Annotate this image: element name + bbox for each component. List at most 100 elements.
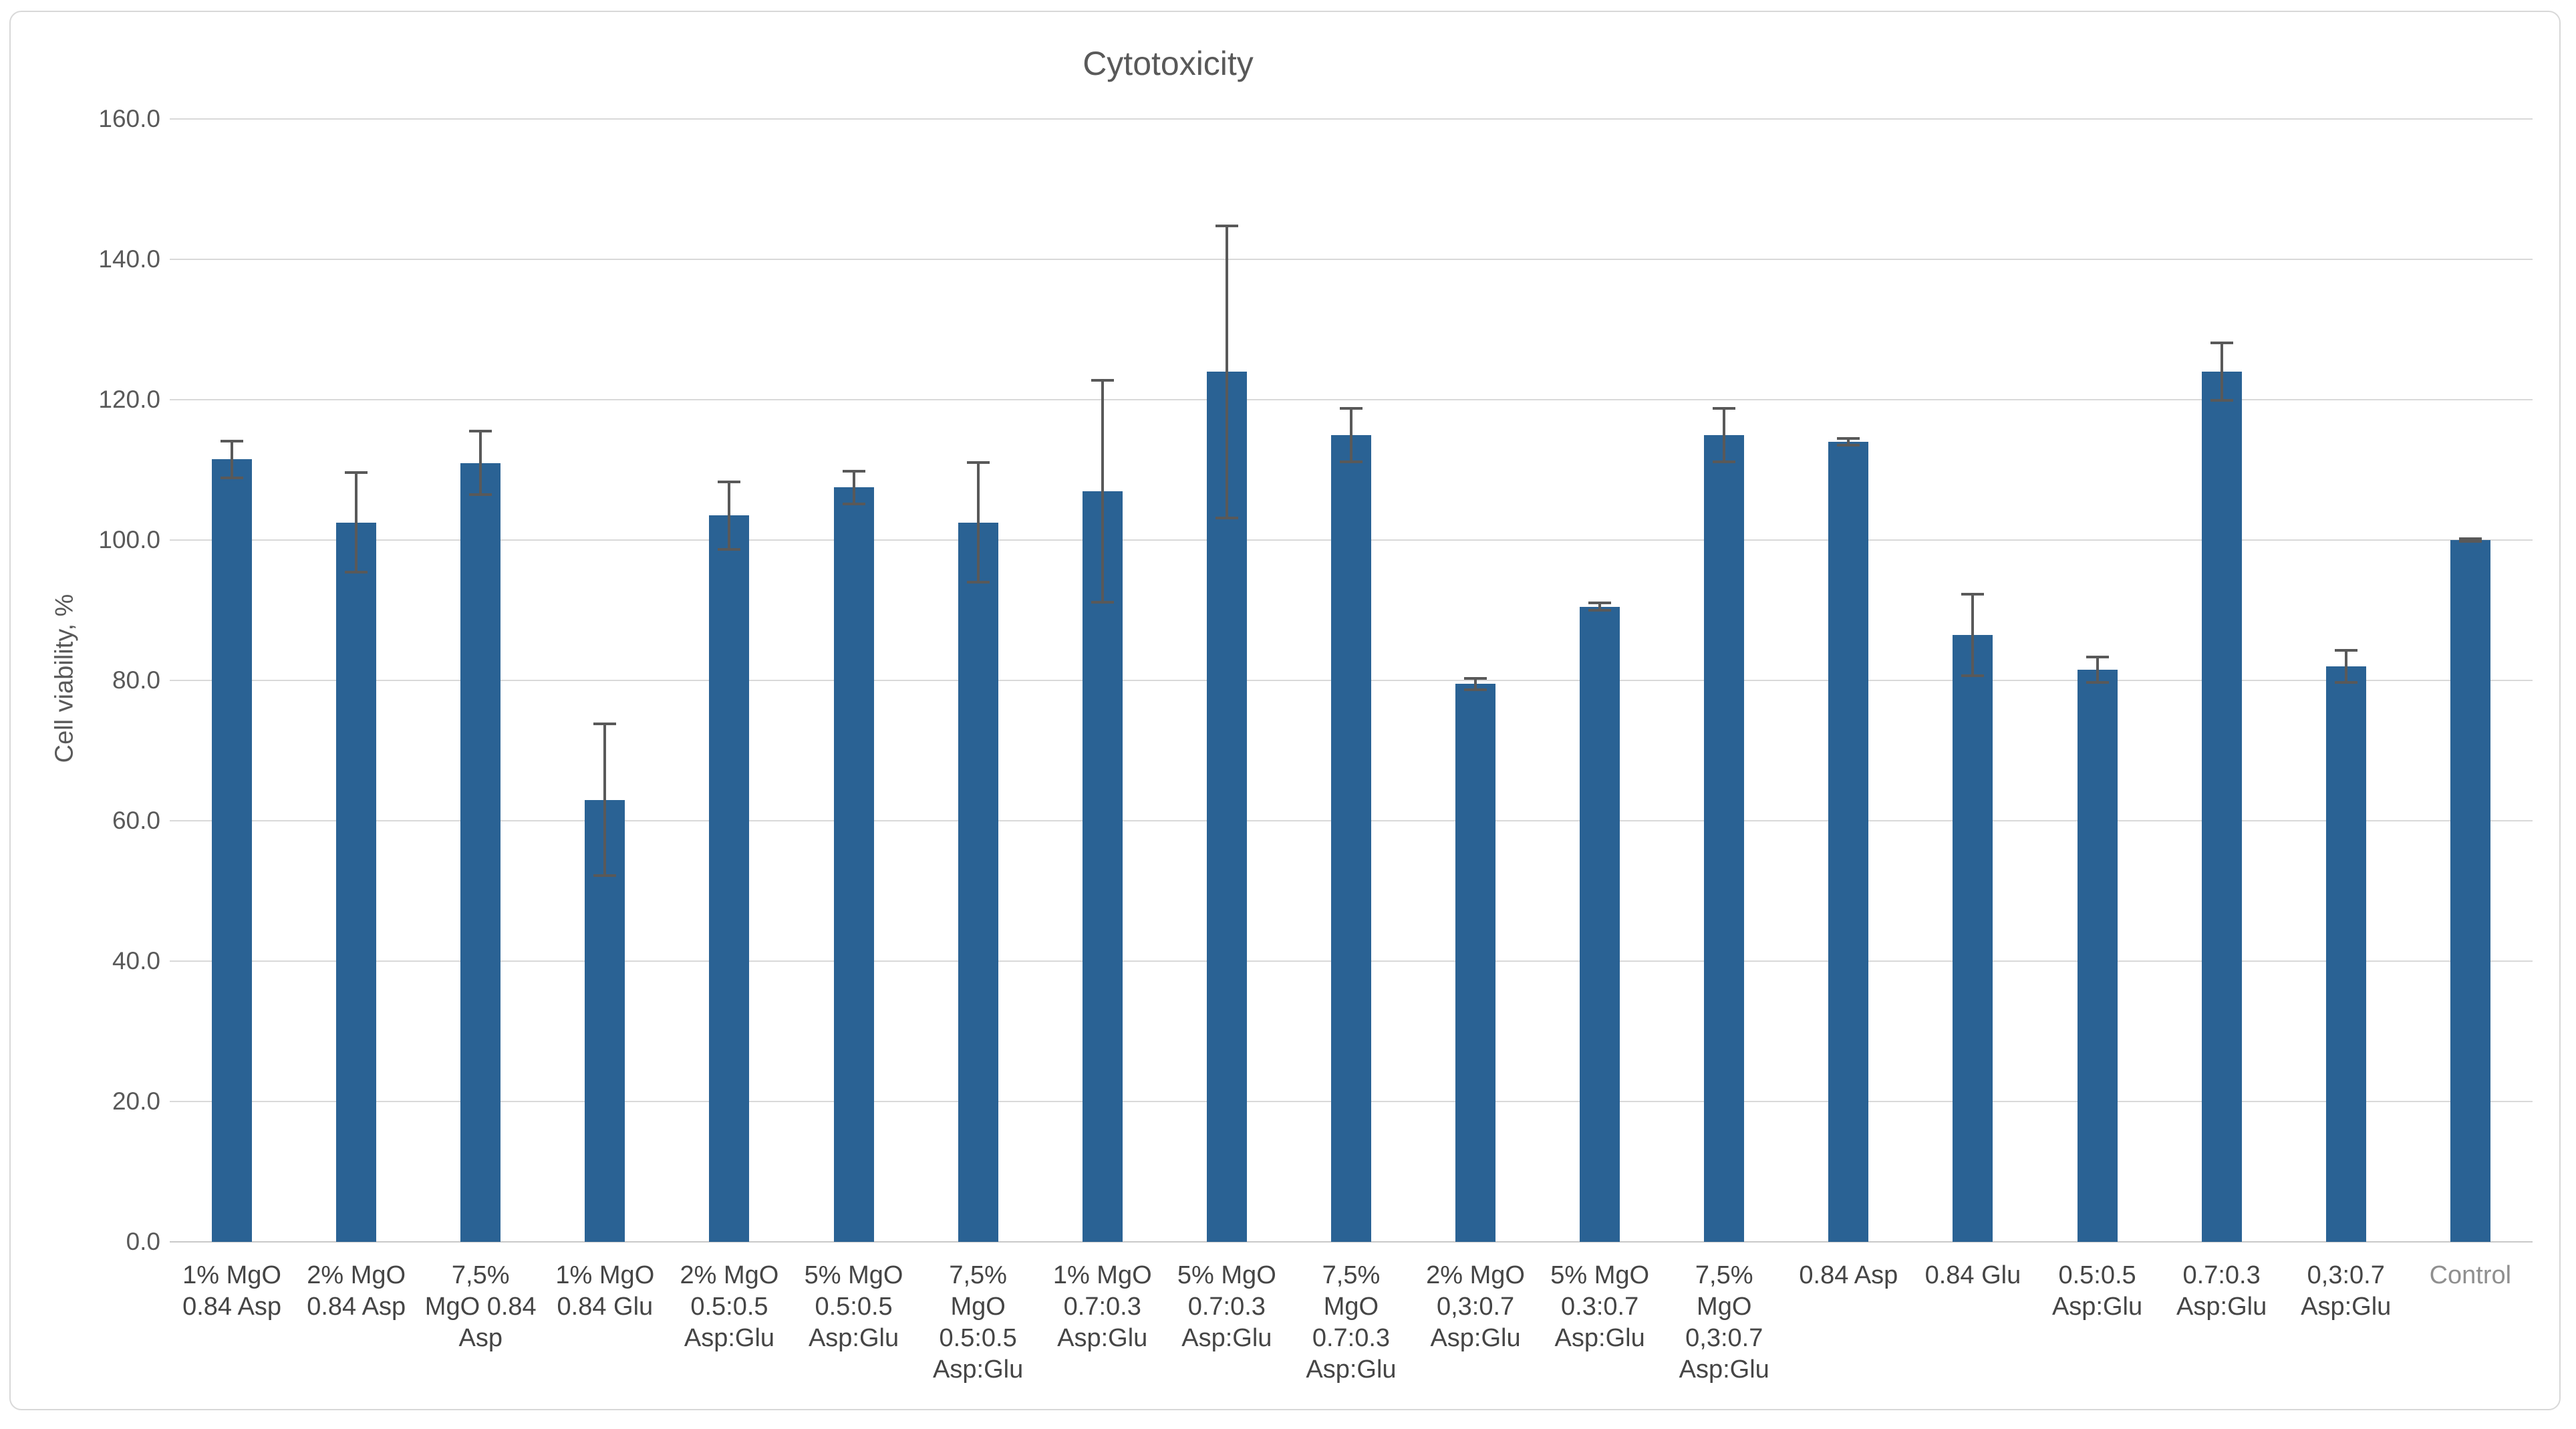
error-bar-cap-bottom [469, 493, 492, 496]
error-bar [1723, 406, 1726, 463]
error-bar-cap-bottom [1837, 444, 1860, 447]
error-bar-cap-top [469, 430, 492, 433]
error-bar [1474, 676, 1477, 691]
x-category-label: 7,5% MgO 0.84 Asp [424, 1261, 537, 1352]
x-category-label: 5% MgO 0.7:0.3 Asp:Glu [1177, 1261, 1276, 1352]
error-bar-cap-bottom [2086, 681, 2109, 684]
x-category-label: 0.7:0.3 Asp:Glu [2176, 1261, 2267, 1321]
error-bar-cap-top [718, 480, 741, 483]
bar-1[interactable] [212, 459, 253, 1242]
error-bar [2096, 656, 2099, 684]
y-tick-label: 100.0 [98, 526, 160, 553]
error-bar-cap-top [1339, 406, 1363, 410]
bar-6[interactable] [833, 487, 874, 1242]
error-bar-cap-top [345, 471, 368, 475]
x-category-label: 5% MgO 0.3:0.7 Asp:Glu [1550, 1261, 1650, 1352]
error-bar [1847, 436, 1850, 447]
bar-16[interactable] [2077, 670, 2118, 1242]
y-tick-label: 0.0 [126, 1228, 160, 1255]
error-bar-cap-top [593, 723, 617, 725]
bar-8[interactable] [1082, 491, 1123, 1242]
y-tick-label: 40.0 [112, 947, 160, 975]
bar-11[interactable] [1455, 684, 1496, 1242]
error-bar [1101, 378, 1104, 604]
error-bar [1971, 592, 1975, 677]
error-bar [2344, 648, 2347, 684]
error-bar-cap-top [1215, 224, 1238, 227]
x-category-label: 7,5% MgO 0.7:0.3 Asp:Glu [1306, 1261, 1397, 1384]
y-tick-label: 140.0 [98, 245, 160, 273]
y-gridline [170, 259, 2533, 260]
x-category-label: 2% MgO 0.84 Asp [307, 1261, 406, 1321]
error-bar-cap-bottom [2334, 681, 2357, 684]
error-bar-cap-top [1961, 592, 1985, 596]
bar-10[interactable] [1330, 434, 1371, 1242]
error-bar [1598, 602, 1602, 612]
error-bar-cap-bottom [1961, 674, 1985, 677]
error-bar [355, 471, 358, 574]
bar-7[interactable] [958, 522, 998, 1242]
error-bar-cap-bottom [2458, 540, 2482, 543]
y-tick-label: 120.0 [98, 386, 160, 413]
bar-18[interactable] [2325, 666, 2366, 1242]
error-bar-cap-bottom [345, 571, 368, 574]
error-bar [1349, 406, 1352, 463]
error-bar-cap-bottom [1588, 609, 1612, 612]
bar-2[interactable] [336, 522, 377, 1242]
error-bar-cap-bottom [593, 874, 617, 877]
error-bar [728, 480, 731, 551]
error-bar-cap-bottom [2210, 399, 2233, 402]
error-bar-cap-top [1464, 676, 1487, 680]
x-category-label: 7,5% MgO 0,3:0.7 Asp:Glu [1679, 1261, 1769, 1384]
error-bar-cap-top [2086, 656, 2109, 659]
x-axis-line [170, 1241, 2533, 1243]
error-bar-cap-top [1588, 602, 1612, 605]
y-tick-label: 160.0 [98, 105, 160, 132]
error-bar [231, 439, 234, 479]
error-bar-cap-bottom [966, 581, 990, 584]
y-tick-label: 80.0 [112, 666, 160, 694]
bar-3[interactable] [460, 463, 501, 1242]
x-category-label: 7,5% MgO 0.5:0.5 Asp:Glu [933, 1261, 1024, 1384]
x-category-label: 1% MgO 0.84 Glu [555, 1261, 655, 1321]
error-bar [1225, 224, 1228, 519]
bar-17[interactable] [2201, 372, 2242, 1242]
error-bar [603, 723, 607, 877]
bar-13[interactable] [1704, 434, 1745, 1242]
error-bar [479, 430, 482, 496]
y-gridline [170, 399, 2533, 400]
error-bar-cap-bottom [1713, 460, 1736, 463]
x-category-label: 1% MgO 0.84 Asp [182, 1261, 281, 1321]
x-category-label: Control [2429, 1261, 2512, 1289]
chart-frame [9, 11, 2561, 1410]
x-category-label: 0.84 Asp [1799, 1261, 1898, 1289]
error-bar [976, 461, 980, 584]
y-tick-label: 60.0 [112, 807, 160, 834]
error-bar-cap-bottom [842, 502, 865, 505]
error-bar-cap-bottom [221, 476, 244, 479]
bar-5[interactable] [709, 515, 750, 1242]
x-category-label: 2% MgO 0.5:0.5 Asp:Glu [680, 1261, 779, 1352]
bar-19[interactable] [2450, 540, 2490, 1242]
x-category-label: 0.5:0.5 Asp:Glu [2051, 1261, 2143, 1321]
error-bar [2220, 341, 2223, 402]
error-bar-cap-top [2458, 537, 2482, 540]
error-bar-cap-bottom [1091, 600, 1114, 604]
y-gridline [170, 118, 2533, 120]
bar-12[interactable] [1580, 606, 1620, 1242]
bar-14[interactable] [1828, 442, 1869, 1242]
error-bar-cap-top [2334, 648, 2357, 652]
error-bar-cap-bottom [718, 547, 741, 551]
error-bar-cap-top [221, 439, 244, 442]
bar-15[interactable] [1953, 634, 1993, 1242]
chart-title: Cytotoxicity [1083, 45, 1254, 82]
error-bar-cap-top [842, 470, 865, 473]
error-bar [852, 470, 855, 505]
error-bar-cap-bottom [1464, 688, 1487, 691]
error-bar-cap-bottom [1215, 516, 1238, 519]
error-bar-cap-top [2210, 341, 2233, 344]
error-bar-cap-top [1713, 406, 1736, 410]
error-bar-cap-bottom [1339, 460, 1363, 463]
error-bar [2468, 537, 2472, 543]
